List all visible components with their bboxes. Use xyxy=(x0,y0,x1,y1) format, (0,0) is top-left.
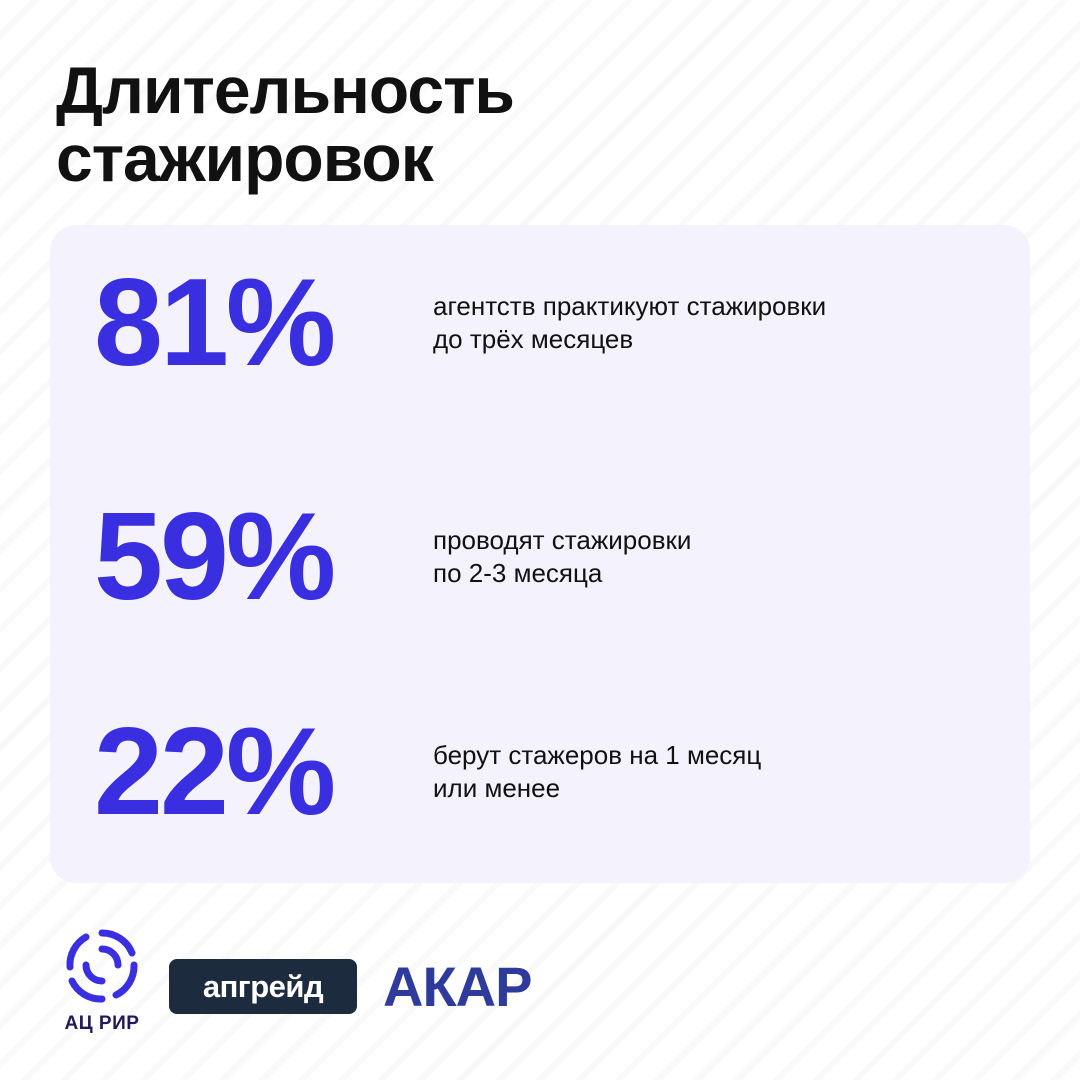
stat-value: 81% xyxy=(94,254,336,392)
stat-value: 22% xyxy=(94,703,336,841)
swirl-logo-icon xyxy=(66,929,138,1003)
akar-logo: АКАР xyxy=(383,955,532,1018)
upgrade-logo: апгрейд xyxy=(169,959,357,1014)
acrir-logo-label: АЦ РИР xyxy=(64,1013,140,1034)
stats-card: 81% агентств практикуют стажировки до тр… xyxy=(50,225,1030,883)
stat-row-2: 59% проводят стажировки по 2-3 месяца xyxy=(50,477,1030,637)
stat-value: 59% xyxy=(94,488,336,626)
stat-description-line2: по 2-3 месяца xyxy=(433,558,603,588)
page-title-line1: Длительность xyxy=(56,53,515,127)
stat-row-1: 81% агентств практикуют стажировки до тр… xyxy=(50,243,1030,403)
stat-description: агентств практикуют стажировки до трёх м… xyxy=(433,243,826,403)
upgrade-logo-label: апгрейд xyxy=(202,968,324,1004)
stat-description-line2: до трёх месяцев xyxy=(433,324,634,354)
stat-row-3: 22% берут стажеров на 1 месяц или менее xyxy=(50,692,1030,852)
stat-description-line1: проводят стажировки xyxy=(433,525,692,555)
acrir-logo: АЦ РИР xyxy=(62,925,142,1035)
page-title: Длительность стажировок xyxy=(56,53,515,195)
stat-description-line1: берут стажеров на 1 месяц xyxy=(433,740,762,770)
stat-description: проводят стажировки по 2-3 месяца xyxy=(433,477,691,637)
stat-description-line2: или менее xyxy=(433,773,561,803)
stat-description: берут стажеров на 1 месяц или менее xyxy=(433,692,761,852)
stat-description-line1: агентств практикуют стажировки xyxy=(433,291,827,321)
page-title-line2: стажировок xyxy=(56,121,434,195)
